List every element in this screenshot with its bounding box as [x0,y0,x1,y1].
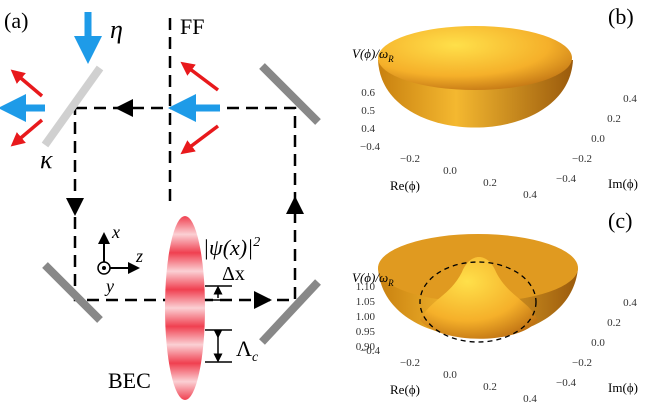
bec-label: BEC [108,368,151,393]
re-tick-label: 0.2 [483,177,497,189]
ff-label: FF [180,14,204,39]
mirror [45,68,100,145]
panel-b [378,26,573,128]
im-tick-label: 0.2 [607,113,621,125]
z-tick-label: 1.00 [356,311,376,323]
z-label-text: V(ϕ)/ω [352,46,388,61]
z-tick-label: 0.6 [361,87,375,99]
panel-label: (c) [608,208,632,233]
im-axis-label: Im(ϕ) [608,176,638,191]
panel-a: (a) η FF κ |ψ(x)|2 Δx Λc BEC x z y [4,8,318,400]
re-tick-label: 0.2 [483,381,497,393]
z-label-sub: R [387,278,394,288]
density-label: |ψ(x)|2 [203,235,260,260]
re-tick-label: −0.2 [400,153,420,165]
panel-label: (b) [608,4,634,29]
re-axis-label: Re(ϕ) [390,382,420,397]
figure: (a) η FF κ |ψ(x)|2 Δx Λc BEC x z y (b) V(… [0,0,655,418]
axis-x: x [111,222,120,242]
im-tick-label: 0.0 [591,133,605,145]
im-tick-label: 0.2 [607,317,621,329]
im-axis-label: Im(ϕ) [608,380,638,395]
z-tick-label: 0.4 [361,123,375,135]
axis-y: y [104,276,114,296]
z-label-sub: R [387,54,394,64]
re-axis-label: Re(ϕ) [390,178,420,193]
re-tick-label: 0.4 [523,393,537,405]
bec-cloud [165,216,205,400]
period-label: Λc [236,336,259,365]
im-tick-label: 0.0 [591,337,605,349]
z-tick-label: 1.05 [356,296,376,308]
re-tick-label: 0.0 [443,165,457,177]
decay-label: κ [40,145,53,174]
axis-origin-dot [102,266,106,270]
re-tick-label: −0.2 [400,357,420,369]
panel-c [378,234,578,342]
density-text: |ψ(x)| [203,235,253,260]
mirror [262,66,318,122]
period-text: Λ [236,336,252,361]
re-tick-label: −0.4 [360,345,380,357]
z-tick-label: 1.10 [356,281,376,293]
period-sub: c [252,350,259,365]
axis-z: z [135,246,143,266]
z-axis-label: V(ϕ)/ωR [352,46,394,64]
z-tick-label: 0.95 [356,326,376,338]
density-sup: 2 [253,235,260,250]
z-tick-label: 0.5 [361,105,375,117]
im-tick-label: −0.2 [572,357,592,369]
panel-label: (a) [4,8,28,33]
mirror [262,282,318,342]
potential-surface-top [378,26,572,90]
re-tick-label: 0.0 [443,369,457,381]
mirror [45,265,100,320]
im-tick-label: −0.2 [572,153,592,165]
im-tick-label: 0.4 [623,297,637,309]
im-tick-label: 0.4 [623,93,637,105]
spacing-label: Δx [222,263,245,285]
re-tick-label: −0.4 [360,141,380,153]
re-tick-label: 0.4 [523,189,537,201]
pump-label: η [110,15,123,44]
im-tick-label: −0.4 [556,173,576,185]
im-tick-label: −0.4 [556,377,576,389]
